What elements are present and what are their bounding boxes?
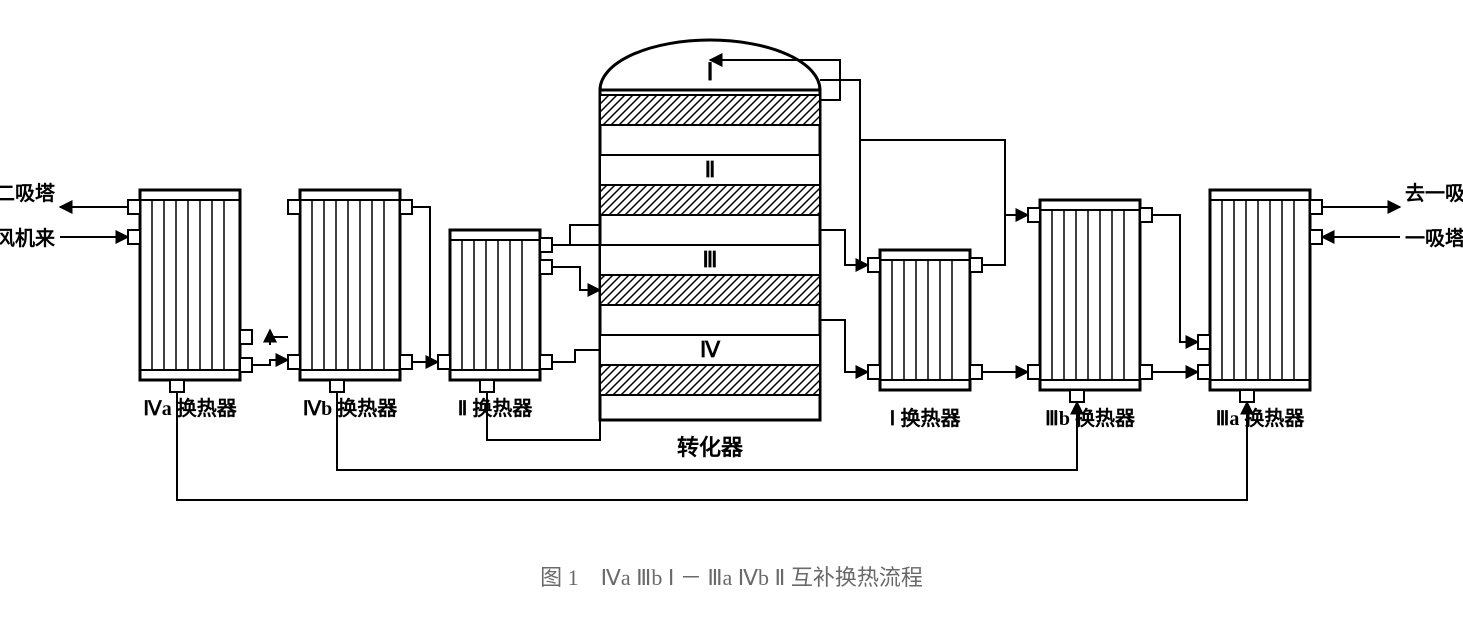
bed-label-3: Ⅲ	[702, 247, 717, 272]
label-to-second-tower: 去二吸塔	[0, 181, 56, 205]
bed-label-1: Ⅰ	[706, 60, 713, 86]
exchanger-IIIa-label: Ⅲa 换热器	[1216, 406, 1306, 430]
process-flow-diagram: Ⅰ Ⅱ Ⅲ Ⅳ 转化器	[0, 0, 1463, 560]
exchanger-II: Ⅱ 换热器	[438, 230, 552, 420]
exchanger-IVa: Ⅳa 换热器	[128, 190, 252, 420]
exchanger-I: Ⅰ 换热器	[868, 250, 982, 430]
bed-label-4: Ⅳ	[700, 337, 721, 362]
exchanger-IVb-label: Ⅳb 换热器	[303, 396, 399, 420]
exchanger-IIIa: Ⅲa 换热器	[1198, 190, 1322, 430]
converter: Ⅰ Ⅱ Ⅲ Ⅳ 转化器	[600, 40, 820, 460]
exchanger-IVb: Ⅳb 换热器	[288, 190, 412, 420]
exchanger-II-label: Ⅱ 换热器	[458, 396, 534, 420]
bed-label-2: Ⅱ	[705, 157, 716, 182]
figure-caption: 图 1 Ⅳa Ⅲb Ⅰ － Ⅲa Ⅳb Ⅱ 互补换热流程	[0, 560, 1463, 592]
label-from-main-blower: 主鼓风机来	[0, 226, 56, 250]
exchanger-IIIb: Ⅲb 换热器	[1028, 200, 1152, 430]
label-from-first-tower: 一吸塔来	[1405, 226, 1463, 250]
label-to-first-tower: 去一吸塔	[1405, 181, 1463, 205]
converter-label: 转化器	[677, 435, 744, 460]
exchanger-IVa-label: Ⅳa 换热器	[143, 396, 237, 420]
exchanger-IIIb-label: Ⅲb 换热器	[1045, 406, 1136, 430]
exchanger-I-label: Ⅰ 换热器	[890, 406, 962, 430]
